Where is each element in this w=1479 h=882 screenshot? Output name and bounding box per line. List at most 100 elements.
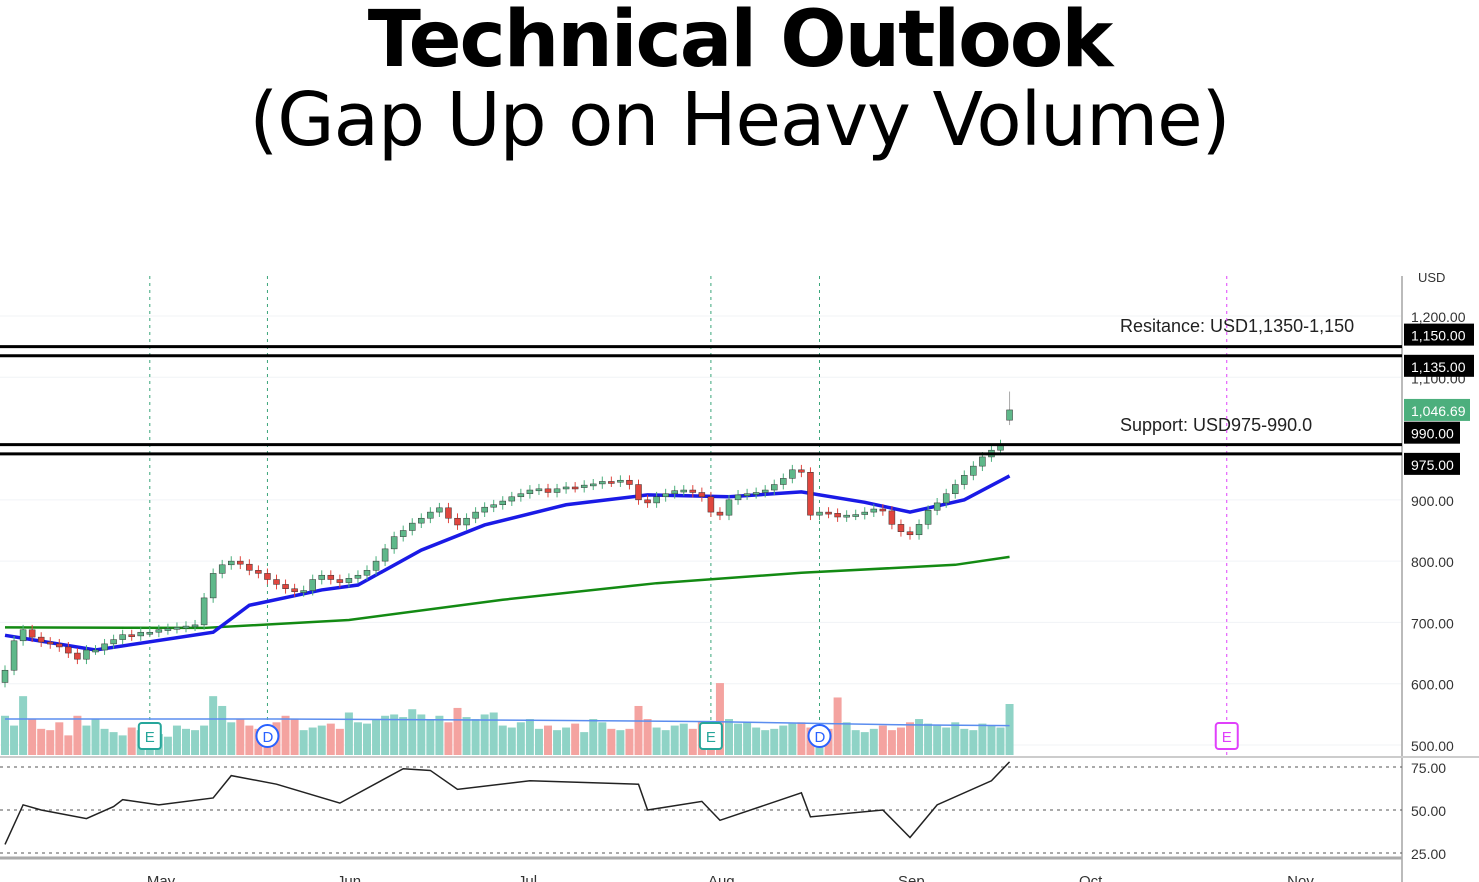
volume-bar xyxy=(73,715,82,755)
volume-bar xyxy=(498,725,507,755)
candle xyxy=(553,488,561,493)
volume-bar xyxy=(544,725,552,755)
candle xyxy=(789,469,796,479)
candle xyxy=(626,479,633,485)
volume-bar xyxy=(109,732,118,755)
volume-bar xyxy=(761,730,770,755)
candle xyxy=(771,484,778,491)
candle xyxy=(644,499,651,504)
volume-bar xyxy=(344,712,353,755)
candle xyxy=(146,631,154,635)
candle xyxy=(734,494,742,501)
candle xyxy=(508,496,516,502)
candle xyxy=(390,536,398,550)
earnings-icon xyxy=(137,722,162,750)
volume-bar xyxy=(281,715,290,755)
currency-label: USD xyxy=(1418,270,1445,285)
volume-bar xyxy=(127,727,136,755)
time-axis-label: Oct xyxy=(1079,873,1103,882)
level-badge xyxy=(1404,323,1474,346)
volume-bar xyxy=(725,719,733,755)
volume-bar xyxy=(869,728,878,755)
level-badge-label: 975.00 xyxy=(1411,457,1454,473)
candle xyxy=(942,493,950,504)
candle xyxy=(970,465,977,476)
volume-bar xyxy=(290,719,299,755)
volume-bar xyxy=(480,714,489,755)
candle xyxy=(209,573,217,599)
last-price-badge xyxy=(1404,398,1470,421)
candle xyxy=(309,579,316,591)
volume-bar xyxy=(308,727,317,755)
ema-line xyxy=(4,474,1011,652)
volume-bar xyxy=(236,719,245,755)
volume-bar xyxy=(453,707,462,755)
event-label: E xyxy=(1222,729,1232,746)
rsi-tick-label: 25.00 xyxy=(1411,846,1446,862)
volume-bar xyxy=(227,722,236,755)
volume-bar xyxy=(82,725,91,755)
volume-bar xyxy=(580,732,589,755)
volume-bar xyxy=(625,728,634,755)
volume-bar xyxy=(906,722,914,755)
chart-title: Technical Outlook (Gap Up on Heavy Volum… xyxy=(0,0,1479,160)
volume-bar xyxy=(363,723,371,755)
volume-bar xyxy=(896,727,905,755)
candle xyxy=(409,522,416,531)
candle xyxy=(255,570,262,574)
candle xyxy=(961,475,968,485)
candle xyxy=(599,481,606,485)
volume-bar xyxy=(444,722,453,755)
candle xyxy=(300,590,307,593)
level-badge-label: 1,135.00 xyxy=(1411,359,1466,375)
level-badge-label: 990.00 xyxy=(1411,426,1454,442)
volume-bar xyxy=(507,727,516,755)
candle xyxy=(164,628,172,631)
volume-bar xyxy=(417,714,426,755)
candle xyxy=(472,511,479,519)
candle xyxy=(173,627,181,630)
volume-bar xyxy=(191,730,200,755)
volume-bar xyxy=(1,715,9,755)
candle xyxy=(28,629,36,638)
candle xyxy=(897,524,905,532)
candle xyxy=(752,492,760,495)
candle xyxy=(716,511,724,516)
volume-bar xyxy=(118,735,127,755)
volume-bar xyxy=(471,719,480,755)
candle xyxy=(580,484,588,488)
candle xyxy=(128,634,135,637)
candle xyxy=(92,649,99,653)
time-axis-label: Jul xyxy=(518,873,537,882)
volume-bar xyxy=(616,730,625,755)
candle xyxy=(110,639,117,645)
volume-bar xyxy=(10,725,19,755)
volume-bar xyxy=(390,714,399,755)
price-tick-label: 900.00 xyxy=(1411,493,1454,509)
support-annotation: Support: USD975-990.0 xyxy=(1120,415,1312,435)
volume-bar xyxy=(571,723,580,755)
candle xyxy=(237,560,244,565)
volume-bar xyxy=(534,728,543,755)
candle xyxy=(635,484,642,501)
volume-bar xyxy=(942,727,951,755)
volume-bar xyxy=(951,722,960,755)
dividend-icon xyxy=(255,724,280,748)
volume-bar xyxy=(218,705,227,755)
volume-bar xyxy=(91,719,100,755)
candle xyxy=(318,574,325,580)
time-axis-label: Sep xyxy=(898,873,925,882)
candle xyxy=(743,493,751,496)
rsi-tick-label: 75.00 xyxy=(1411,760,1446,776)
volume-bar xyxy=(670,725,679,755)
candle xyxy=(381,548,389,562)
event-label: E xyxy=(706,729,716,746)
candle xyxy=(888,510,896,525)
volume-bar xyxy=(933,725,942,755)
volume-bar xyxy=(335,728,344,755)
level-badge xyxy=(1404,421,1460,444)
level-badge xyxy=(1404,452,1460,475)
candle xyxy=(1,669,9,683)
candle xyxy=(137,631,144,637)
